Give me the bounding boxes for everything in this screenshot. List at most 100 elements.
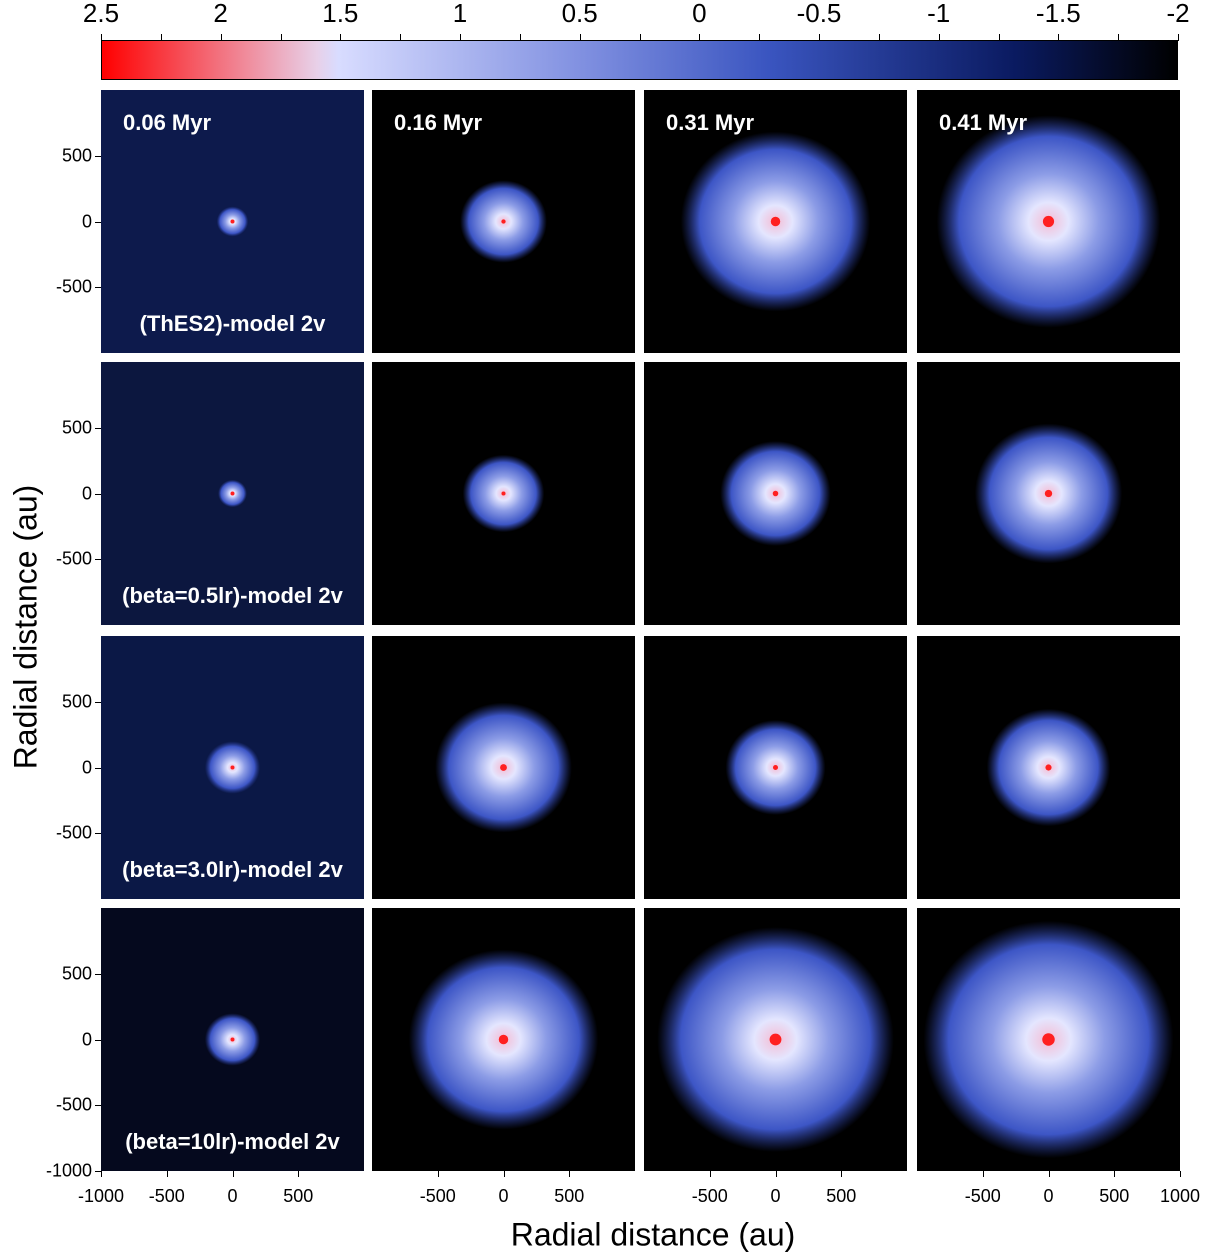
central-star [773, 765, 778, 770]
disk-density-map [216, 206, 249, 237]
disk-density-map [408, 949, 599, 1130]
panel-time-label: 0.06 Myr [123, 110, 212, 135]
central-star [769, 1033, 782, 1046]
colorbar [101, 40, 1178, 80]
x-tick-label: -500 [148, 1186, 185, 1206]
axis-tick-mark [166, 1171, 168, 1177]
central-star [498, 1034, 509, 1045]
colorbar-tick-mark [819, 34, 820, 41]
y-axis-title: Radial distance (au) [7, 484, 44, 770]
axis-tick-mark [775, 1171, 777, 1177]
x-tick-label: -500 [691, 1186, 728, 1206]
colorbar-tick-label: -2 [1166, 0, 1190, 28]
disk-density-map [218, 479, 247, 508]
disk-density-map [204, 1013, 261, 1066]
panel-model-label: (ThES2)-model 2v [139, 311, 326, 336]
density-panel: 0.31 Myr [644, 90, 907, 353]
colorbar-tick-mark [160, 34, 162, 41]
axis-tick-mark [298, 1171, 300, 1177]
axis-tick-mark [101, 1171, 102, 1177]
density-panel [372, 362, 635, 625]
x-tick-label: -500 [419, 1186, 456, 1206]
colorbar-tick-mark [579, 34, 581, 41]
colorbar-tick-mark [639, 34, 641, 41]
y-tick-label: 500 [61, 691, 92, 712]
central-star [500, 764, 507, 771]
y-tick-label: -1000 [45, 1160, 92, 1181]
density-panel [644, 362, 907, 625]
y-tick-label: 500 [61, 963, 92, 984]
axis-tick-mark [95, 701, 101, 703]
colorbar-tick-mark [1178, 34, 1179, 41]
axis-tick-mark [95, 1171, 101, 1172]
panel-time-label: 0.16 Myr [394, 110, 483, 135]
axis-tick-mark [437, 1171, 439, 1177]
axis-tick-mark [95, 1039, 101, 1041]
colorbar-tick-label: 0 [692, 0, 707, 28]
density-panel [917, 908, 1180, 1171]
density-panel: (beta=0.5lr)-model 2v [101, 362, 364, 625]
y-tick-label: -500 [55, 548, 92, 569]
density-panel: (beta=3.0lr)-model 2v [101, 636, 364, 899]
axis-tick-mark [95, 287, 101, 289]
colorbar-tick-mark [519, 34, 521, 41]
disk-density-map [974, 423, 1123, 564]
colorbar-tick-label: 2 [213, 0, 228, 28]
axis-tick-mark [841, 1171, 843, 1177]
axis-tick-mark [503, 1171, 505, 1177]
colorbar-tick-mark [938, 34, 940, 41]
panel-model-label: (beta=10lr)-model 2v [125, 1129, 340, 1154]
x-tick-label: 0 [770, 1186, 781, 1206]
central-star [230, 219, 235, 224]
y-tick-label: 0 [81, 483, 92, 503]
disk-density-map [725, 720, 826, 815]
density-panel [372, 636, 635, 899]
axis-tick-mark [95, 767, 101, 769]
x-tick-label: 500 [1099, 1186, 1130, 1206]
axis-tick-mark [95, 427, 101, 429]
x-tick-label: 0 [1043, 1186, 1054, 1206]
colorbar-tick-label: 1.5 [322, 0, 359, 28]
x-tick-label: 1000 [1159, 1186, 1201, 1206]
x-tick-label: 500 [283, 1186, 314, 1206]
colorbar-tick-mark [998, 34, 1000, 41]
panel-time-label: 0.41 Myr [939, 110, 1028, 135]
y-tick-label: 0 [81, 211, 92, 231]
colorbar-tick-label: 1 [452, 0, 468, 28]
disk-density-map [435, 702, 572, 833]
central-star [1042, 215, 1055, 228]
axis-tick-mark [95, 973, 101, 975]
density-panel [917, 636, 1180, 899]
y-tick-label: 0 [81, 757, 92, 777]
density-panel [917, 362, 1180, 625]
axis-tick-mark [1114, 1171, 1116, 1177]
colorbar-tick-label: -1 [927, 0, 951, 28]
y-tick-label: 500 [61, 417, 92, 438]
disk-density-map [923, 920, 1174, 1159]
x-tick-label: 0 [227, 1186, 238, 1206]
central-star [230, 1037, 235, 1042]
x-tick-label: -1000 [77, 1186, 125, 1206]
colorbar-tick-mark [699, 34, 701, 41]
density-panel: 0.16 Myr [372, 90, 635, 353]
axis-tick-mark [982, 1171, 984, 1177]
panel-model-label: (beta=3.0lr)-model 2v [122, 857, 343, 882]
density-panel: (beta=10lr)-model 2v [101, 908, 364, 1171]
colorbar-tick-mark [280, 34, 282, 41]
panel-time-label: 0.31 Myr [666, 110, 755, 135]
density-panel [644, 636, 907, 899]
disk-density-map [720, 441, 831, 546]
axis-tick-mark [95, 1105, 101, 1107]
colorbar-tick-mark [220, 34, 222, 41]
colorbar-tick-label: -1.5 [1035, 0, 1081, 28]
central-star [230, 491, 235, 496]
y-tick-label: -500 [55, 276, 92, 297]
axis-tick-mark [1180, 1171, 1181, 1177]
disk-density-map [680, 131, 871, 312]
colorbar-tick-label: -0.5 [796, 0, 842, 28]
central-star [501, 491, 506, 496]
x-tick-label: 500 [554, 1186, 585, 1206]
colorbar-tick-mark [400, 34, 402, 41]
y-tick-label: 500 [61, 145, 92, 166]
axis-tick-mark [95, 155, 101, 157]
